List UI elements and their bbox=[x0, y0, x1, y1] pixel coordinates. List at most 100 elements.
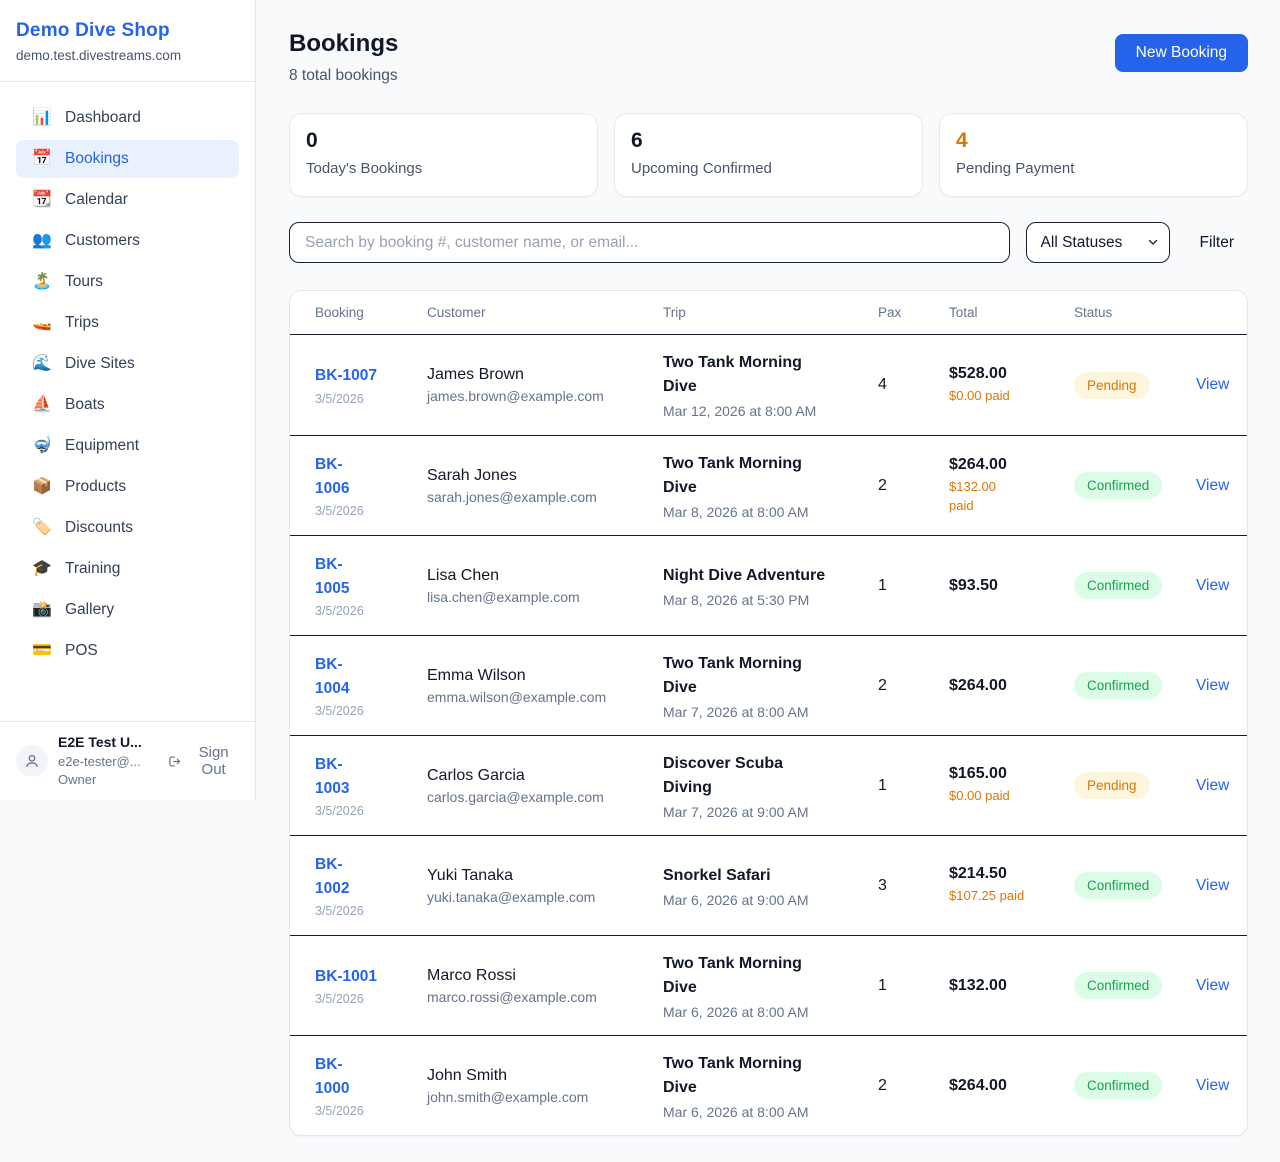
status-cell: Confirmed bbox=[1074, 572, 1196, 599]
status-badge: Pending bbox=[1074, 371, 1150, 399]
total-cell: $528.00 $0.00 paid bbox=[949, 365, 1074, 406]
view-link[interactable]: View bbox=[1196, 876, 1230, 894]
total-amount: $93.50 bbox=[949, 576, 998, 594]
brand-name: Demo Dive Shop bbox=[16, 20, 170, 41]
sidebar-item-discounts[interactable]: 🏷️ Discounts bbox=[16, 509, 239, 547]
sidebar-item-bookings[interactable]: 📅 Bookings bbox=[16, 140, 239, 178]
trip-name: Discover Scuba Diving bbox=[663, 754, 784, 796]
search-input[interactable] bbox=[289, 222, 1010, 263]
booking-cell: BK- 1002 3/5/2026 bbox=[315, 853, 427, 918]
booking-id-link[interactable]: BK- 1003 bbox=[315, 755, 350, 797]
customer-cell: Sarah Jones sarah.jones@example.com bbox=[427, 467, 663, 505]
trip-datetime: Mar 6, 2026 at 8:00 AM bbox=[663, 1003, 809, 1020]
stat-card-today-s-bookings: 0 Today's Bookings bbox=[289, 113, 598, 197]
booking-cell: BK- 1003 3/5/2026 bbox=[315, 753, 427, 818]
sidebar-item-label: Products bbox=[65, 478, 127, 495]
customer-email: carlos.garcia@example.com bbox=[427, 788, 604, 805]
booking-id-link[interactable]: BK- 1000 bbox=[315, 1055, 350, 1097]
status-cell: Pending bbox=[1074, 772, 1196, 799]
booking-id-link[interactable]: BK-1001 bbox=[315, 967, 378, 985]
booking-id-link[interactable]: BK- 1005 bbox=[315, 555, 350, 597]
trip-datetime: Mar 8, 2026 at 5:30 PM bbox=[663, 591, 810, 608]
sidebar-item-label: Trips bbox=[65, 314, 99, 331]
view-link[interactable]: View bbox=[1196, 376, 1230, 393]
status-cell: Confirmed bbox=[1074, 972, 1196, 999]
main-content: Bookings 8 total bookings New Booking 0 T… bbox=[257, 0, 1280, 1162]
status-badge: Confirmed bbox=[1074, 872, 1163, 899]
sidebar-item-dashboard[interactable]: 📊 Dashboard bbox=[16, 99, 239, 137]
booking-id-link[interactable]: BK- 1004 bbox=[315, 655, 350, 697]
sidebar-item-label: Discounts bbox=[65, 519, 134, 536]
paid-amount: $0.00 paid bbox=[949, 788, 1010, 804]
sidebar-item-products[interactable]: 📦 Products bbox=[16, 468, 239, 506]
trip-name: Two Tank Morning Dive bbox=[663, 1054, 802, 1096]
calendar-icon: 📆 bbox=[32, 191, 52, 208]
dive-sites-icon: 🌊 bbox=[32, 355, 52, 372]
column-header-trip: Trip bbox=[663, 305, 686, 320]
sidebar-item-gallery[interactable]: 📸 Gallery bbox=[16, 591, 239, 629]
action-cell: View bbox=[1196, 477, 1247, 495]
pax-cell: 2 bbox=[878, 676, 887, 694]
trips-icon: 🚤 bbox=[32, 314, 52, 331]
trip-cell: Two Tank Morning Dive Mar 8, 2026 at 8:0… bbox=[663, 452, 878, 520]
view-link[interactable]: View bbox=[1196, 776, 1230, 794]
booking-date: 3/5/2026 bbox=[315, 704, 364, 719]
pax-cell: 2 bbox=[878, 1076, 887, 1094]
booking-id-link[interactable]: BK-1007 bbox=[315, 367, 378, 385]
table-row: BK- 1005 3/5/2026 Lisa Chen lisa.chen@ex… bbox=[290, 535, 1247, 635]
trip-cell: Night Dive Adventure Mar 8, 2026 at 5:30… bbox=[663, 564, 878, 608]
trip-datetime: Mar 6, 2026 at 9:00 AM bbox=[663, 891, 809, 908]
view-link[interactable]: View bbox=[1196, 676, 1230, 694]
stat-label: Pending Payment bbox=[956, 160, 1075, 177]
sidebar-item-training[interactable]: 🎓 Training bbox=[16, 550, 239, 588]
booking-cell: BK- 1000 3/5/2026 bbox=[315, 1053, 427, 1118]
sidebar-item-dive-sites[interactable]: 🌊 Dive Sites bbox=[16, 345, 239, 383]
customer-email: yuki.tanaka@example.com bbox=[427, 888, 596, 905]
table-row: BK- 1004 3/5/2026 Emma Wilson emma.wilso… bbox=[290, 635, 1247, 735]
sidebar-item-label: Bookings bbox=[65, 150, 129, 167]
sidebar-item-pos[interactable]: 💳 POS bbox=[16, 632, 239, 670]
trip-cell: Two Tank Morning Dive Mar 6, 2026 at 8:0… bbox=[663, 952, 878, 1020]
sidebar-item-customers[interactable]: 👥 Customers bbox=[16, 222, 239, 260]
brand-domain: demo.test.divestreams.com bbox=[16, 48, 182, 63]
table-row: BK- 1002 3/5/2026 Yuki Tanaka yuki.tanak… bbox=[290, 835, 1247, 935]
pax-cell: 1 bbox=[878, 576, 887, 594]
customer-cell: Carlos Garcia carlos.garcia@example.com bbox=[427, 767, 663, 805]
trip-datetime: Mar 7, 2026 at 8:00 AM bbox=[663, 703, 809, 720]
column-header-total: Total bbox=[949, 305, 978, 320]
booking-id-link[interactable]: BK- 1006 bbox=[315, 455, 350, 497]
dashboard-icon: 📊 bbox=[32, 109, 52, 126]
view-link[interactable]: View bbox=[1196, 476, 1230, 494]
user-name: E2E Test U... bbox=[58, 734, 142, 750]
total-cell: $165.00 $0.00 paid bbox=[949, 765, 1074, 806]
sidebar-item-calendar[interactable]: 📆 Calendar bbox=[16, 181, 239, 219]
trip-name: Snorkel Safari bbox=[663, 866, 771, 884]
booking-date: 3/5/2026 bbox=[315, 1104, 364, 1119]
action-cell: View bbox=[1196, 1077, 1247, 1095]
customer-cell: Marco Rossi marco.rossi@example.com bbox=[427, 967, 663, 1005]
sidebar-item-trips[interactable]: 🚤 Trips bbox=[16, 304, 239, 342]
paid-amount: $107.25 paid bbox=[949, 888, 1025, 904]
trip-name: Two Tank Morning Dive bbox=[663, 954, 802, 996]
customer-name: Sarah Jones bbox=[427, 466, 517, 484]
trip-datetime: Mar 8, 2026 at 8:00 AM bbox=[663, 503, 809, 520]
action-cell: View bbox=[1196, 376, 1247, 394]
total-cell: $264.00 bbox=[949, 1077, 1074, 1095]
status-select[interactable]: All Statuses bbox=[1025, 222, 1170, 263]
trip-name: Two Tank Morning Dive bbox=[663, 454, 802, 496]
sidebar-item-equipment[interactable]: 🤿 Equipment bbox=[16, 427, 239, 465]
view-link[interactable]: View bbox=[1196, 1076, 1230, 1094]
sidebar-item-tours[interactable]: 🏝️ Tours bbox=[16, 263, 239, 301]
filter-button[interactable]: Filter bbox=[1186, 226, 1248, 260]
sidebar-item-label: Boats bbox=[65, 396, 105, 413]
view-link[interactable]: View bbox=[1196, 976, 1230, 994]
action-cell: View bbox=[1196, 677, 1247, 695]
sidebar-item-label: Tours bbox=[65, 273, 103, 290]
new-booking-button[interactable]: New Booking bbox=[1114, 34, 1248, 72]
view-link[interactable]: View bbox=[1196, 576, 1230, 594]
sidebar-item-boats[interactable]: ⛵ Boats bbox=[16, 386, 239, 424]
sign-out-button[interactable]: Sign Out bbox=[167, 744, 239, 778]
total-amount: $165.00 bbox=[949, 765, 1007, 783]
booking-id-link[interactable]: BK- 1002 bbox=[315, 855, 350, 897]
status-cell: Confirmed bbox=[1074, 872, 1196, 899]
